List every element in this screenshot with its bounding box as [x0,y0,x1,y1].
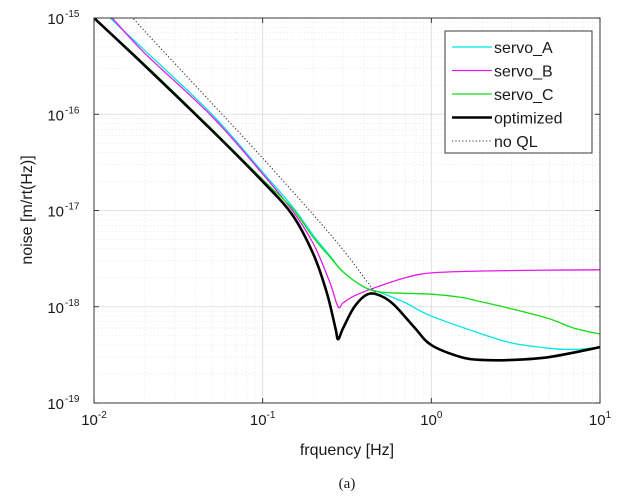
y-tick-label: 10 [47,11,64,28]
y-axis-label: noise [m/rt(Hz)] [19,155,36,264]
legend: servo_A servo_B servo_C optimized no QL [444,30,593,154]
series-layer [94,18,600,362]
legend-label-servo-c: servo_C [494,87,554,104]
y-tick-label-exponent: -16 [65,105,80,116]
legend-label-optimized: optimized [494,111,562,128]
y-tick-label: 10 [47,396,64,413]
x-tick-label: 10-2 [81,410,107,429]
x-axis-label: frquency [Hz] [300,442,394,459]
y-tick-label-exponent: -18 [65,298,80,309]
figure-caption: (a) [339,476,356,492]
legend-label-servo-a: servo_A [494,40,553,57]
y-tick-label-exponent: -19 [65,394,80,405]
y-tick-label-exponent: -15 [65,9,80,20]
series-line-no-ql [132,18,378,295]
x-tick-label: 100 [420,410,443,429]
x-tick-label: 10-1 [250,410,276,429]
legend-label-servo-b: servo_B [494,64,553,81]
y-tick-label: 10 [47,300,64,317]
y-tick-label-exponent: -17 [65,202,80,213]
series-line-servo-b [111,18,600,309]
y-tick-label: 10 [47,204,64,221]
legend-box [444,30,593,154]
y-tick-label: 10 [47,107,64,124]
legend-label-no-ql: no QL [494,134,538,151]
x-tick-label: 101 [589,410,612,429]
series-line-optimized [94,18,600,362]
